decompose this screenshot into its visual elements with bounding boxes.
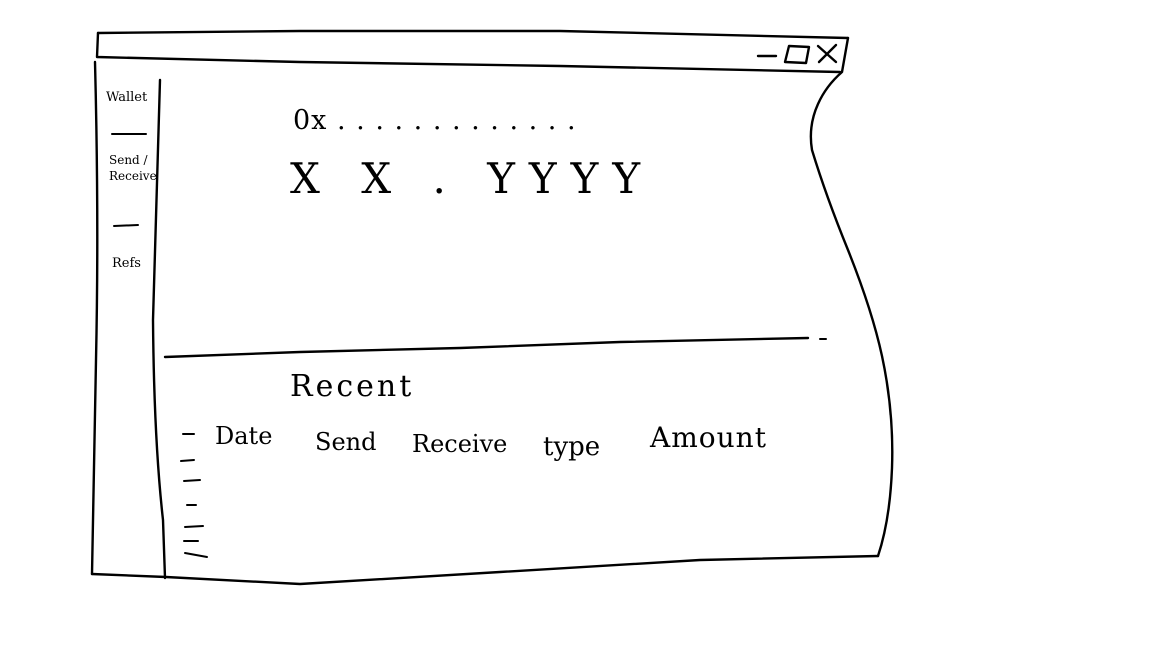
close-icon[interactable] [814,42,840,66]
window-top-border [96,29,850,40]
window-left-border [90,60,99,576]
column-header-date: Date [215,422,273,450]
section-divider [163,336,810,359]
sidebar-item-label: Send / Receive [109,153,157,184]
column-header-amount: Amount [650,421,767,454]
sidebar-item-wallet[interactable]: Wallet [106,91,147,104]
sidebar-item-label: Wallet [106,90,148,105]
table-row-marker [184,552,208,558]
column-header-type: type [543,432,601,462]
window-right-border [809,36,894,558]
wallet-address: 0x . . . . . . . . . . . . . [293,105,577,136]
maximize-icon[interactable] [782,42,812,66]
sidebar-item-refs[interactable]: Refs [112,257,141,270]
window-bottom-border [90,554,880,586]
column-header-send: Send [315,428,377,456]
wallet-balance: X X . YYYY [290,154,655,203]
table-row-marker [184,525,204,528]
sidebar-item-label: Refs [112,256,141,271]
sidebar-divider [151,78,167,580]
sidebar-item-send-receive[interactable]: Send / Receive [109,152,159,184]
column-header-receive: Receive [412,430,508,458]
recent-title: Recent [290,369,415,404]
title-bar-border [95,31,842,74]
row-markers [180,433,208,558]
table-row-marker [180,459,195,462]
table-row-marker [183,479,201,482]
sidebar-separator [113,224,139,227]
minimize-icon[interactable] [756,42,778,66]
